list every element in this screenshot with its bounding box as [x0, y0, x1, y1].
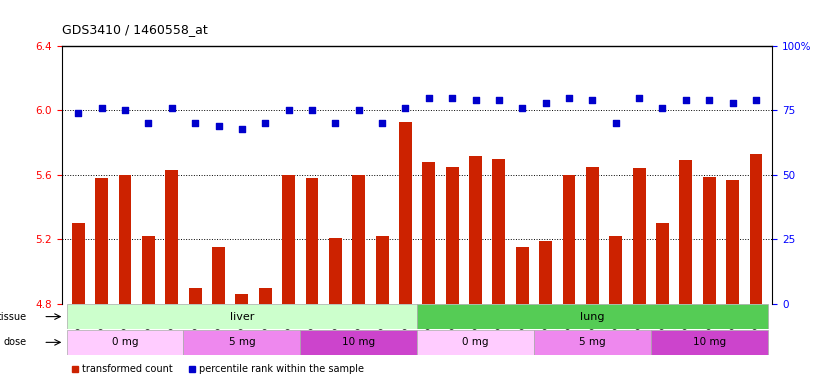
Bar [656, 223, 669, 304]
Point [165, 105, 178, 111]
Bar [301, 330, 417, 355]
Bar [417, 304, 767, 329]
Point [586, 97, 599, 103]
Point [749, 97, 762, 103]
Bar [72, 223, 85, 304]
Text: 5 mg: 5 mg [229, 338, 255, 348]
Text: 5 mg: 5 mg [579, 338, 605, 348]
Bar [446, 167, 458, 304]
Point [656, 105, 669, 111]
Bar [539, 241, 552, 304]
Text: tissue: tissue [0, 311, 27, 321]
Bar [469, 156, 482, 304]
Point [95, 105, 108, 111]
Bar [142, 236, 154, 304]
Bar [703, 177, 715, 304]
Bar [726, 180, 739, 304]
Point [352, 108, 365, 114]
Bar [633, 169, 646, 304]
Point [212, 123, 225, 129]
Bar [399, 122, 412, 304]
Bar [352, 175, 365, 304]
Bar [165, 170, 178, 304]
Point [422, 94, 435, 101]
Point [539, 100, 553, 106]
Point [703, 97, 716, 103]
Text: lung: lung [580, 311, 605, 321]
Point [118, 108, 131, 114]
Point [235, 126, 249, 132]
Bar [95, 178, 108, 304]
Text: liver: liver [230, 311, 254, 321]
Bar [212, 247, 225, 304]
Bar [749, 154, 762, 304]
Bar [516, 247, 529, 304]
Bar [586, 167, 599, 304]
Text: 10 mg: 10 mg [693, 338, 726, 348]
Point [633, 94, 646, 101]
Point [679, 97, 692, 103]
Bar [563, 175, 576, 304]
Bar [67, 330, 183, 355]
Point [282, 108, 295, 114]
Point [492, 97, 506, 103]
Bar [188, 288, 202, 304]
Point [515, 105, 529, 111]
Legend: transformed count, percentile rank within the sample: transformed count, percentile rank withi… [67, 360, 368, 378]
Bar [651, 330, 767, 355]
Point [563, 94, 576, 101]
Bar [492, 159, 506, 304]
Bar [680, 161, 692, 304]
Point [259, 120, 272, 126]
Bar [235, 294, 249, 304]
Text: GDS3410 / 1460558_at: GDS3410 / 1460558_at [62, 23, 207, 36]
Bar [282, 175, 295, 304]
Point [329, 120, 342, 126]
Bar [259, 288, 272, 304]
Bar [422, 162, 435, 304]
Text: dose: dose [4, 338, 27, 348]
Bar [183, 330, 301, 355]
Point [188, 120, 202, 126]
Point [609, 120, 622, 126]
Bar [376, 236, 388, 304]
Bar [119, 175, 131, 304]
Point [469, 97, 482, 103]
Point [306, 108, 319, 114]
Text: 0 mg: 0 mg [112, 338, 138, 348]
Text: 0 mg: 0 mg [463, 338, 489, 348]
Point [445, 94, 458, 101]
Bar [306, 178, 318, 304]
Bar [67, 304, 417, 329]
Bar [329, 238, 342, 304]
Text: 10 mg: 10 mg [342, 338, 375, 348]
Point [72, 110, 85, 116]
Point [142, 120, 155, 126]
Point [726, 100, 739, 106]
Bar [534, 330, 651, 355]
Point [376, 120, 389, 126]
Point [399, 105, 412, 111]
Bar [610, 236, 622, 304]
Bar [417, 330, 534, 355]
